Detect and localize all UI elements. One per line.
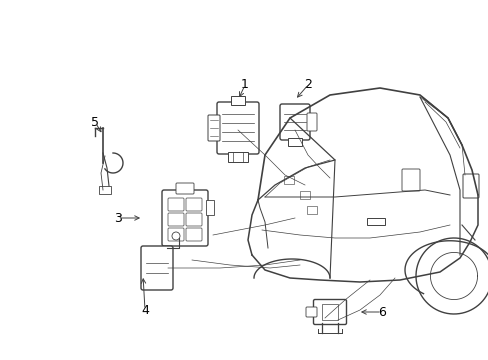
Text: 6: 6: [377, 306, 385, 319]
Bar: [287, 138, 302, 146]
Bar: [230, 96, 244, 105]
FancyBboxPatch shape: [313, 300, 346, 324]
Bar: [284, 176, 293, 184]
FancyBboxPatch shape: [141, 246, 173, 290]
Text: 1: 1: [241, 78, 248, 91]
FancyBboxPatch shape: [306, 113, 316, 131]
Bar: [321, 304, 337, 320]
Bar: [306, 206, 316, 214]
Bar: [366, 218, 384, 225]
FancyBboxPatch shape: [168, 228, 183, 241]
FancyBboxPatch shape: [462, 174, 478, 198]
FancyBboxPatch shape: [162, 190, 207, 246]
FancyBboxPatch shape: [185, 228, 202, 241]
Bar: [227, 152, 247, 162]
Text: 2: 2: [304, 78, 311, 91]
Bar: [99, 186, 111, 194]
FancyBboxPatch shape: [207, 115, 220, 141]
Text: 3: 3: [114, 211, 122, 225]
Bar: [299, 191, 309, 199]
FancyBboxPatch shape: [185, 213, 202, 226]
FancyBboxPatch shape: [168, 198, 183, 211]
Circle shape: [172, 232, 180, 240]
Bar: [205, 200, 214, 215]
Text: 4: 4: [141, 303, 149, 316]
FancyBboxPatch shape: [176, 183, 194, 194]
FancyBboxPatch shape: [280, 104, 309, 140]
FancyBboxPatch shape: [217, 102, 259, 154]
FancyBboxPatch shape: [168, 213, 183, 226]
FancyBboxPatch shape: [185, 198, 202, 211]
FancyBboxPatch shape: [305, 307, 316, 317]
Text: 5: 5: [91, 116, 99, 129]
FancyBboxPatch shape: [401, 169, 419, 191]
